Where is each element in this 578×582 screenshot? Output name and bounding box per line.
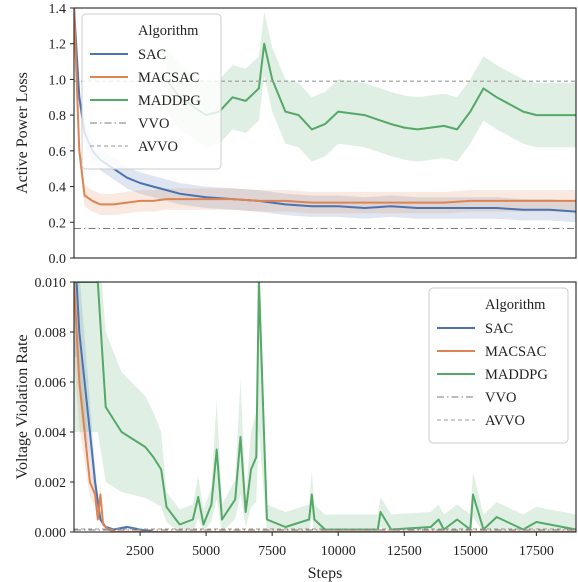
- avvo-legend-label: AVVO: [485, 413, 525, 429]
- y-axis-label: Voltage Violation Rate: [14, 334, 31, 479]
- plot-area: [74, 8, 576, 230]
- y-tick-label: 0.000: [35, 526, 67, 541]
- vvo-legend-label: VVO: [485, 390, 516, 406]
- y-tick-label: 1.0: [49, 73, 67, 88]
- x-axis-label: Steps: [308, 565, 343, 582]
- macsac-legend-label: MACSAC: [485, 344, 546, 360]
- y-tick-label: 0.006: [35, 376, 67, 391]
- legend-box: [428, 287, 569, 444]
- x-tick-label: 2500: [126, 544, 154, 559]
- x-tick-label: 5000: [192, 544, 220, 559]
- maddpg-confidence-band: [166, 11, 576, 162]
- y-tick-label: 1.4: [49, 2, 67, 17]
- avvo-legend-label: AVVO: [138, 139, 178, 155]
- sac-legend-label: SAC: [138, 47, 166, 63]
- y-tick-label: 0.0: [49, 252, 67, 267]
- y-tick-label: 0.010: [35, 276, 67, 291]
- sac-legend-label: SAC: [485, 321, 513, 337]
- macsac-legend-label: MACSAC: [138, 70, 199, 86]
- y-tick-label: 0.008: [35, 326, 67, 341]
- active-power-loss-panel: 0.0 0.2 0.4 0.6 0.8 1.0 1.2 1.4 Active Power Los…: [14, 2, 577, 267]
- y-axis-label: Active Power Loss: [14, 72, 31, 194]
- y-tick-label: 0.002: [35, 476, 67, 491]
- macsac-series-line: [74, 282, 576, 532]
- voltage-violation-panel: 0.000 0.002 0.004 0.006 0.008 0.010 2500 5000 75…: [14, 276, 577, 582]
- axes-frame: [73, 7, 577, 259]
- x-tick-label: 7500: [258, 544, 286, 559]
- maddpg-legend-label: MADDPG: [138, 93, 201, 109]
- x-tick-label: 17500: [519, 544, 554, 559]
- y-tick-label: 0.4: [49, 181, 67, 196]
- legend-title: Algorithm: [138, 23, 199, 39]
- y-tick-label: 0.6: [49, 145, 67, 160]
- x-tick-label: 12500: [387, 544, 422, 559]
- y-tick-label: 1.2: [49, 38, 67, 53]
- y-tick-label: 0.2: [49, 216, 67, 231]
- legend: Algorithm SAC MACSAC MADDPG VVO AVVO: [428, 287, 569, 444]
- macsac-confidence-band: [74, 8, 576, 216]
- axes-frame: [73, 281, 577, 533]
- macsac-series-line: [74, 8, 576, 206]
- maddpg-legend-label: MADDPG: [485, 367, 548, 383]
- legend-box: [81, 13, 222, 170]
- y-tick-label: 0.004: [35, 426, 67, 441]
- maddpg-series-line: [165, 42, 576, 131]
- vvo-legend-label: VVO: [138, 116, 169, 132]
- plot-area: [74, 282, 576, 532]
- y-tick-label: 0.8: [49, 109, 67, 124]
- legend: Algorithm SAC MACSAC MADDPG VVO AVVO: [81, 13, 222, 170]
- legend-title: Algorithm: [485, 297, 546, 313]
- maddpg-series-line: [74, 282, 576, 531]
- x-tick-label: 10000: [321, 544, 356, 559]
- x-tick-label: 15000: [453, 544, 488, 559]
